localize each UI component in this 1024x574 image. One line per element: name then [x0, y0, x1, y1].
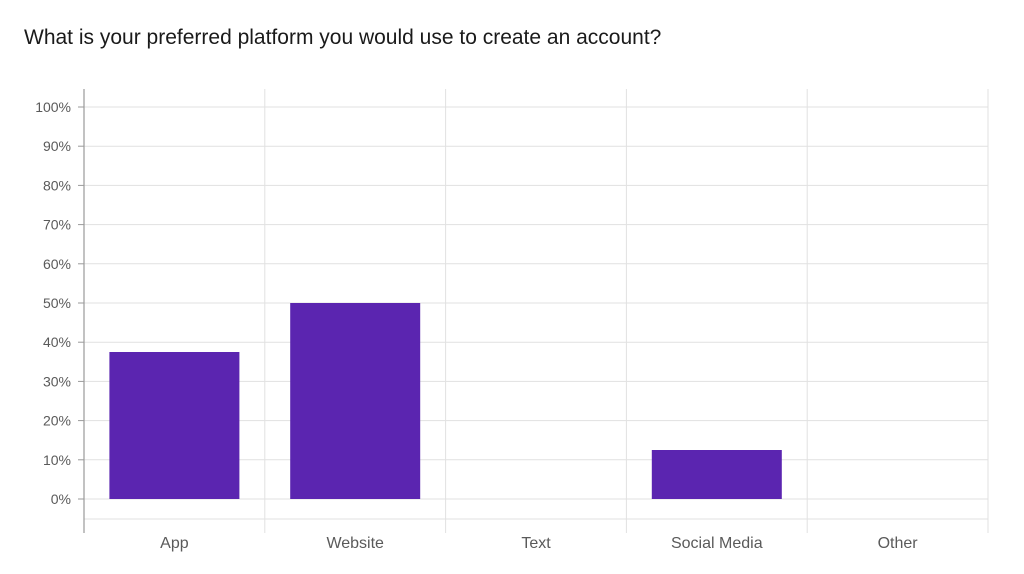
y-tick-label: 0%	[51, 491, 71, 507]
y-tick-label: 70%	[43, 217, 71, 233]
x-tick-label: Text	[521, 535, 551, 552]
grid-layer	[78, 89, 989, 533]
y-tick-label: 20%	[43, 413, 71, 429]
y-tick-label: 30%	[43, 373, 71, 389]
x-tick-label: Social Media	[671, 535, 763, 552]
x-tick-label: App	[160, 535, 189, 552]
chart-title: What is your preferred platform you woul…	[24, 26, 662, 49]
y-tick-label: 40%	[43, 334, 71, 350]
x-tick-label: Website	[326, 535, 384, 552]
y-tick-label: 80%	[43, 177, 71, 193]
y-tick-label: 100%	[35, 99, 71, 115]
y-tick-label: 10%	[43, 452, 71, 468]
bar-website	[290, 303, 421, 499]
bars	[109, 303, 782, 499]
bar-social-media	[651, 450, 782, 499]
x-tick-label: Other	[878, 535, 919, 552]
x-tick-labels: App Website Text Social Media Other	[160, 535, 918, 552]
bar-app	[109, 352, 240, 499]
y-tick-label: 90%	[43, 138, 71, 154]
y-tick-label: 60%	[43, 256, 71, 272]
y-tick-labels: 0% 10% 20% 30% 40% 50% 60% 70% 80% 90% 100%	[35, 99, 71, 507]
y-tick-label: 50%	[43, 295, 71, 311]
